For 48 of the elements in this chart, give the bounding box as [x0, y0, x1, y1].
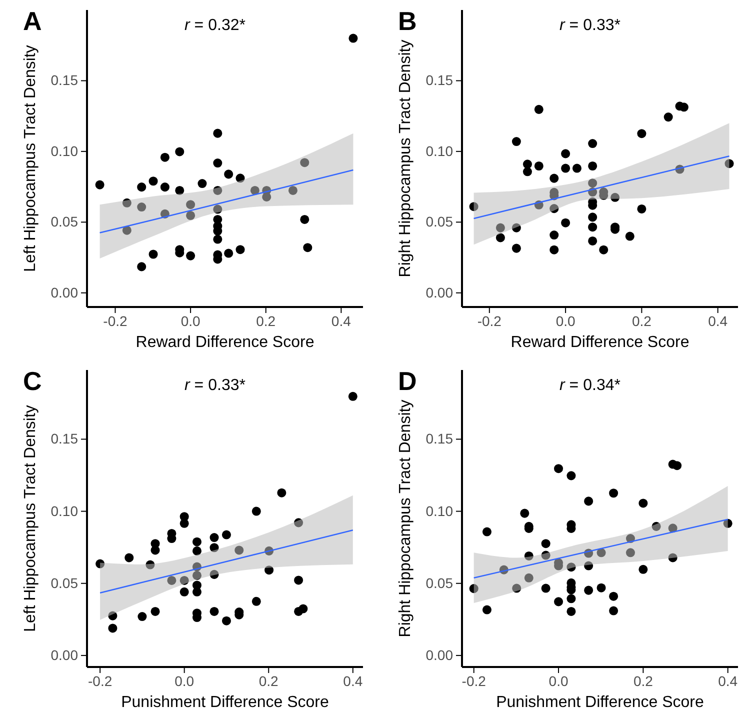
x-tick-label: -0.2: [477, 312, 502, 329]
y-tick-label: 0.05: [50, 574, 78, 591]
y-tick-label: 0.00: [50, 646, 78, 663]
x-axis-title: Reward Difference Score: [510, 334, 690, 351]
chart-title: D: [398, 366, 417, 396]
x-tick-label: 0.4: [718, 672, 738, 689]
y-tick-label: 0.00: [426, 284, 454, 300]
y-tick-label: 0.15: [426, 430, 454, 447]
y-tick-label: 0.15: [50, 430, 78, 447]
x-tick-label: 0.4: [343, 672, 363, 689]
chart-title: B: [398, 6, 417, 36]
x-tick-label: 0.0: [548, 672, 568, 689]
y-tick-label: 0.10: [426, 502, 454, 519]
x-tick-label: 0.0: [174, 672, 194, 689]
y-axis-title: Left Hippocampus Tract Density: [22, 405, 39, 632]
y-tick-label: 0.00: [50, 284, 78, 300]
y-tick-label: 0.05: [426, 214, 454, 230]
y-tick-label: 0.10: [50, 142, 78, 159]
x-axis-title: Punishment Difference Score: [121, 694, 330, 711]
y-tick-label: 0.00: [426, 646, 454, 663]
x-axis-title: Punishment Difference Score: [496, 694, 704, 711]
annotation: r = 0.34*: [560, 377, 620, 394]
chart-title: C: [23, 366, 42, 396]
x-axis-title: Reward Difference Score: [136, 334, 314, 351]
x-tick-label: 0.2: [258, 672, 279, 689]
y-tick-label: 0.10: [50, 502, 78, 519]
x-tick-label: 0.2: [256, 312, 276, 329]
y-axis-title: Right Hippocampus Tract Density: [397, 400, 414, 638]
x-tick-label: 0.0: [180, 312, 200, 329]
x-tick-label: 0.2: [632, 312, 652, 329]
annotation: r = 0.32*: [184, 17, 246, 34]
y-tick-label: 0.10: [426, 142, 454, 159]
y-tick-label: 0.15: [426, 72, 454, 88]
annotation: r = 0.33*: [560, 17, 620, 34]
x-tick-label: -0.2: [103, 312, 128, 329]
y-axis-title: Left Hippocampus Tract Density: [22, 45, 39, 272]
x-tick-label: 0.2: [633, 672, 654, 689]
y-tick-label: 0.15: [50, 72, 78, 88]
chart-title: A: [23, 6, 42, 36]
x-tick-label: 0.4: [331, 312, 352, 329]
y-axis-title: Right Hippocampus Tract Density: [397, 40, 414, 278]
x-tick-label: 0.4: [708, 312, 728, 329]
x-tick-label: 0.0: [556, 312, 576, 329]
x-tick-label: -0.2: [88, 672, 112, 689]
y-tick-label: 0.05: [50, 214, 78, 230]
annotation: r = 0.33*: [184, 377, 246, 394]
y-tick-label: 0.05: [426, 574, 454, 591]
x-tick-label: -0.2: [462, 672, 486, 689]
